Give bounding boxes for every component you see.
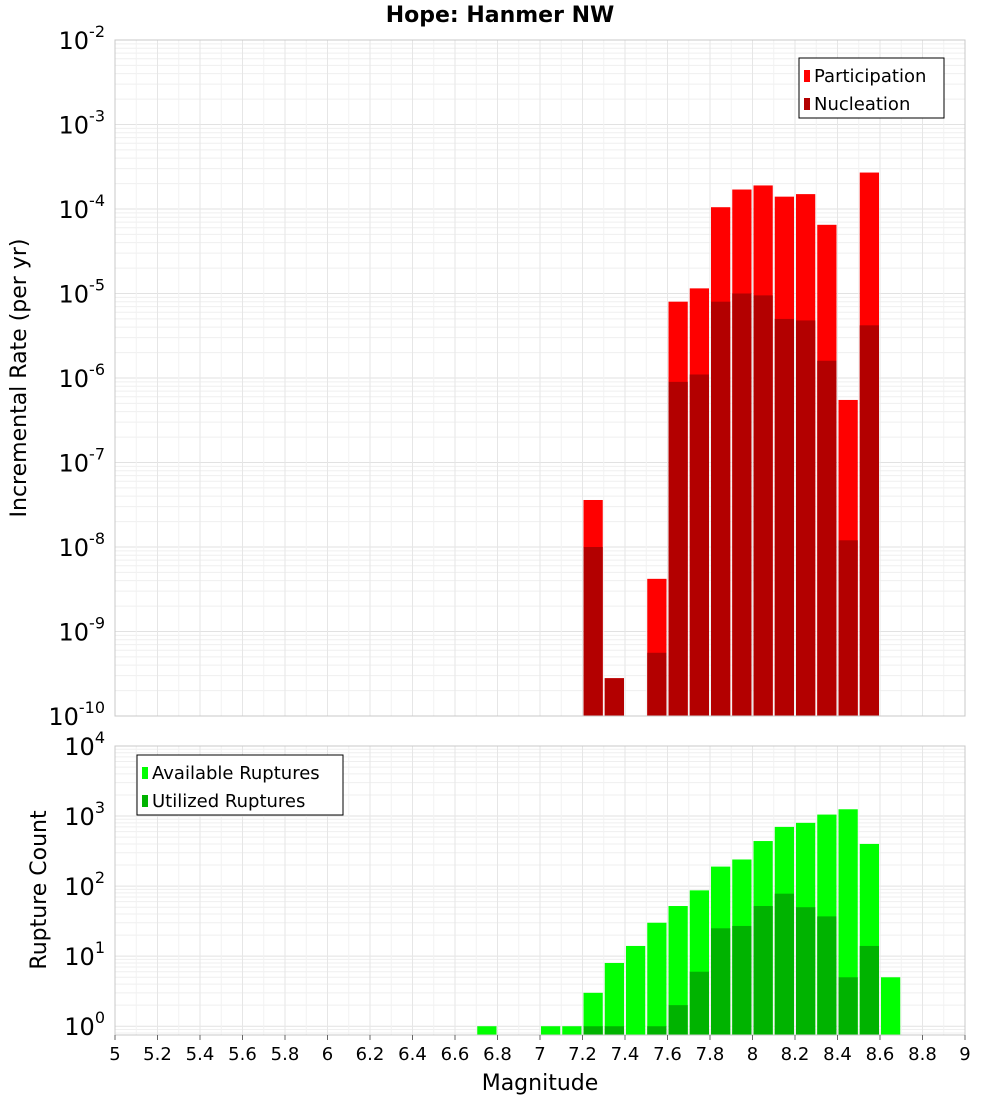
rate-y-ticks: 10-10 10-9 10-8 10-7 10-6 10-5 10-4 10-3 10-2 <box>48 22 105 731</box>
x-tick-label: 8.6 <box>866 1044 895 1065</box>
x-tick-label: 7.4 <box>611 1044 640 1065</box>
x-tick-label: 5 <box>109 1044 120 1065</box>
bar <box>541 1026 561 1035</box>
y-tick-label: 102 <box>64 868 105 901</box>
x-tick-label: 6.2 <box>356 1044 385 1065</box>
bar <box>583 992 603 1035</box>
bar <box>774 318 794 716</box>
legend-box <box>798 57 945 119</box>
y-tick-label: 10-9 <box>59 614 106 647</box>
bar <box>647 1026 667 1035</box>
bar <box>477 1026 497 1035</box>
bar <box>647 652 667 716</box>
count-y-ticks: 100 101 102 103 104 <box>64 728 105 1041</box>
bar <box>647 922 667 1035</box>
bar <box>859 325 879 716</box>
x-tick-label: 5.4 <box>186 1044 215 1065</box>
bar <box>732 293 752 716</box>
bar <box>711 301 731 716</box>
bar <box>753 295 773 716</box>
bar <box>838 977 858 1035</box>
x-tick-label: 6.6 <box>441 1044 470 1065</box>
bar <box>583 547 603 716</box>
y-tick-label: 10-8 <box>59 529 106 562</box>
x-tick-label: 7.6 <box>653 1044 682 1065</box>
x-tick-label: 8.2 <box>781 1044 810 1065</box>
chart-title: Hope: Hanmer NW <box>386 3 615 28</box>
y-tick-label: 10-3 <box>59 107 106 140</box>
bar <box>604 678 624 716</box>
rate-grid <box>114 39 966 717</box>
bar <box>562 1026 582 1035</box>
y-tick-label: 10-6 <box>59 360 106 393</box>
legend-label: Participation <box>814 66 926 87</box>
x-tick-label: 7.2 <box>568 1044 597 1065</box>
x-tick-label: 6.4 <box>398 1044 427 1065</box>
bar <box>668 906 688 1035</box>
x-tick-label: 8 <box>747 1044 758 1065</box>
bar <box>604 962 624 1035</box>
x-tick-label: 6 <box>322 1044 333 1065</box>
count-series-1 <box>583 893 879 1035</box>
y-tick-label: 103 <box>64 798 105 831</box>
bar <box>796 320 816 716</box>
bar <box>689 374 709 716</box>
rate-series-1 <box>583 293 879 716</box>
legend-swatch <box>142 795 148 807</box>
bar <box>689 971 709 1035</box>
count-plot: 100 101 102 103 104 5 5.2 5.4 5.6 5.8 6 6.2 6.4 6.6 6.… <box>64 728 970 1065</box>
bar <box>583 1026 603 1035</box>
bar <box>838 540 858 716</box>
bar <box>817 916 837 1035</box>
bar <box>859 945 879 1035</box>
legend-label: Nucleation <box>814 94 910 115</box>
y-tick-label: 10-10 <box>48 698 105 731</box>
legend-swatch <box>804 98 810 110</box>
bar <box>668 381 688 716</box>
top-y-axis-label: Incremental Rate (per yr) <box>7 239 32 518</box>
y-tick-label: 10-5 <box>59 276 106 309</box>
bottom-y-axis-label: Rupture Count <box>27 810 52 970</box>
x-tick-label: 5.8 <box>271 1044 300 1065</box>
x-tick-label: 5.6 <box>228 1044 257 1065</box>
legend-box <box>136 754 344 816</box>
x-tick-label: 7 <box>534 1044 545 1065</box>
legend-swatch <box>804 70 810 82</box>
legend-label: Available Ruptures <box>152 763 320 784</box>
y-tick-label: 10-4 <box>59 191 106 224</box>
rate-plot: 10-10 10-9 10-8 10-7 10-6 10-5 10-4 10-3 10-2 Par… <box>48 22 966 731</box>
count-legend: Available Ruptures Utilized Ruptures <box>136 754 344 816</box>
bar <box>817 360 837 716</box>
rate-legend: Participation Nucleation <box>798 57 945 119</box>
x-tick-label: 6.8 <box>483 1044 512 1065</box>
bar <box>881 977 901 1035</box>
rate-frame <box>114 39 966 717</box>
y-tick-label: 100 <box>64 1008 105 1041</box>
x-axis-label: Magnitude <box>482 1071 599 1096</box>
y-tick-label: 104 <box>64 728 105 761</box>
x-tick-label: 5.2 <box>143 1044 172 1065</box>
count-x-ticks: 5 5.2 5.4 5.6 5.8 6 6.2 6.4 6.6 6.8 7 7.2 7.4 7.6 7.8 8… <box>109 1035 971 1065</box>
x-tick-label: 7.8 <box>696 1044 725 1065</box>
bar <box>796 907 816 1035</box>
bar <box>604 1026 624 1035</box>
legend-swatch <box>142 767 148 779</box>
x-tick-label: 8.8 <box>908 1044 937 1065</box>
x-tick-label: 9 <box>959 1044 970 1065</box>
bar <box>753 906 773 1035</box>
bar <box>711 928 731 1035</box>
legend-label: Utilized Ruptures <box>152 791 305 812</box>
y-tick-label: 10-7 <box>59 445 106 478</box>
bar <box>626 945 646 1035</box>
bar <box>732 925 752 1035</box>
x-tick-label: 8.4 <box>823 1044 852 1065</box>
bar <box>668 1005 688 1035</box>
y-tick-label: 101 <box>64 938 105 971</box>
y-tick-label: 10-2 <box>59 22 106 55</box>
bar <box>774 893 794 1035</box>
